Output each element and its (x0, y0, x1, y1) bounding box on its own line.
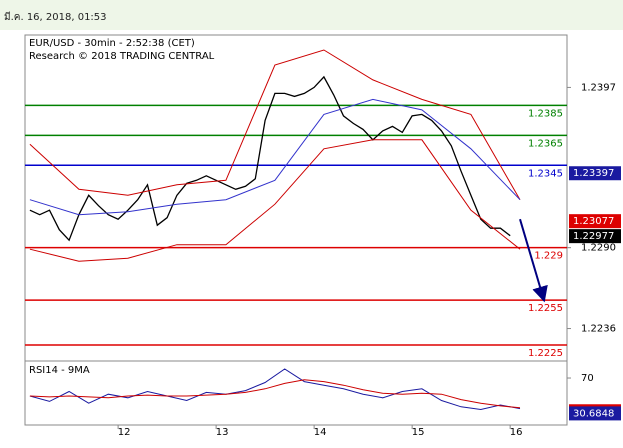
price-marker-label: 1.22977 (573, 231, 614, 242)
series-line (29, 49, 521, 200)
price-marker (569, 406, 621, 421)
price-marker (569, 214, 621, 229)
price-marker-label: 1.23397 (573, 168, 614, 179)
series-line (29, 98, 521, 216)
x-tick-label: 16 (510, 427, 523, 438)
chart-subtitle: Research © 2018 TRADING CENTRAL (29, 51, 215, 62)
forecast-arrow (519, 218, 548, 303)
x-tick-label: 13 (216, 427, 229, 438)
y-tick-label: 1.2290 (581, 243, 616, 254)
rsi-title: RSI14 - 9MA (29, 365, 90, 376)
x-tick-label: 15 (412, 427, 425, 438)
series-line (29, 139, 521, 262)
level-label: 1.2385 (528, 108, 563, 119)
level-label: 1.2345 (528, 168, 563, 179)
series-line (29, 379, 521, 409)
y-tick-label: 70 (581, 373, 594, 384)
plot-frame (24, 34, 568, 426)
level-label: 1.2225 (528, 348, 563, 359)
price-marker (569, 229, 621, 244)
header-bar (0, 0, 623, 30)
price-marker (569, 166, 621, 181)
price-marker-label: 30.6848 (573, 408, 614, 419)
y-tick-label: 1.2236 (581, 324, 616, 335)
price-marker-label: 1.23077 (573, 216, 614, 227)
series-line (29, 368, 521, 411)
series-line (29, 75, 511, 242)
y-tick-label: 1.2397 (581, 82, 616, 93)
x-tick-label: 12 (118, 427, 131, 438)
level-label: 1.2365 (528, 138, 563, 149)
chart-title: EUR/USD - 30min - 2:52:38 (CET) (29, 38, 195, 49)
level-label: 1.2255 (528, 303, 563, 314)
level-label: 1.229 (534, 251, 563, 262)
header-text: มี.ค. 16, 2018, 01:53 (4, 11, 107, 23)
x-tick-label: 14 (314, 427, 327, 438)
